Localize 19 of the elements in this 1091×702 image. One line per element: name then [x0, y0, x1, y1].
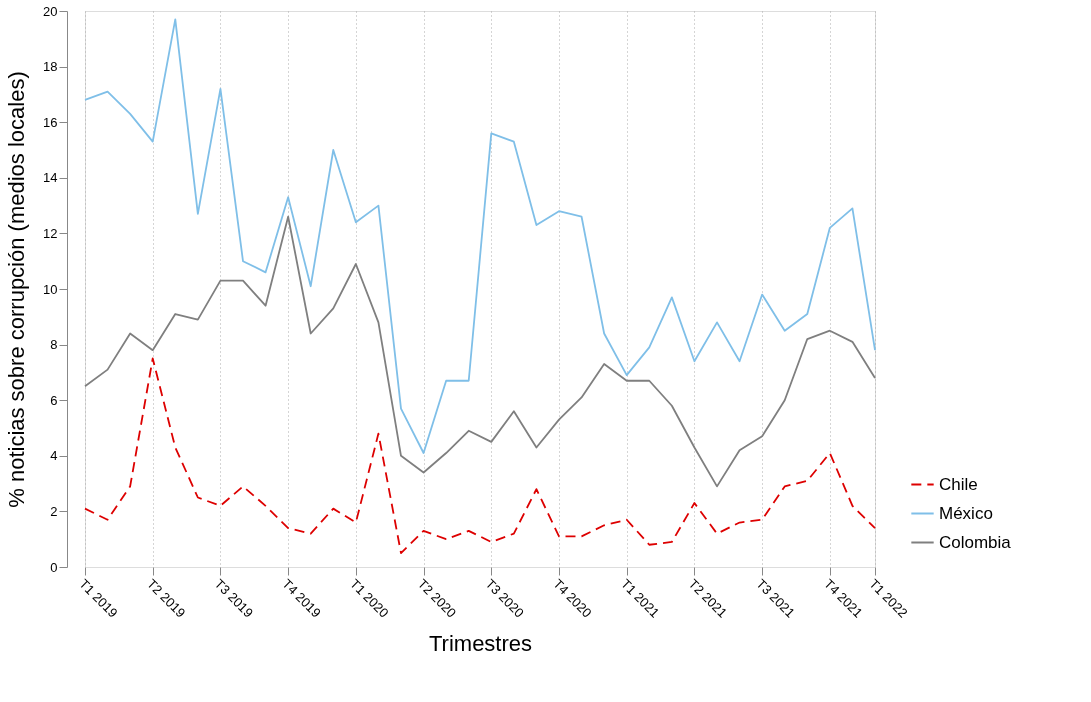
y-tick-label: 4: [50, 448, 58, 464]
x-axis-title: Trimestres: [428, 631, 533, 657]
line-series: [84, 18, 876, 454]
y-tick-label: 6: [50, 392, 58, 408]
legend-label: Colombia: [939, 532, 1012, 552]
y-tick-label: 20: [43, 3, 58, 19]
y-axis-title: % noticias sobre corrupción (medios locales): [4, 71, 30, 508]
y-tick-label: 14: [43, 170, 58, 186]
y-tick-label: 0: [50, 559, 58, 575]
y-tick-label: 12: [43, 225, 58, 241]
line-series: [84, 215, 876, 488]
y-tick-label: 10: [43, 281, 58, 297]
line-series: [84, 357, 876, 554]
y-tick-label: 18: [43, 59, 58, 75]
legend-label: Chile: [939, 474, 978, 494]
legend-label: México: [939, 503, 993, 523]
y-tick-label: 8: [50, 337, 58, 353]
y-tick-label: 16: [43, 114, 58, 130]
y-tick-label: 2: [50, 503, 58, 519]
